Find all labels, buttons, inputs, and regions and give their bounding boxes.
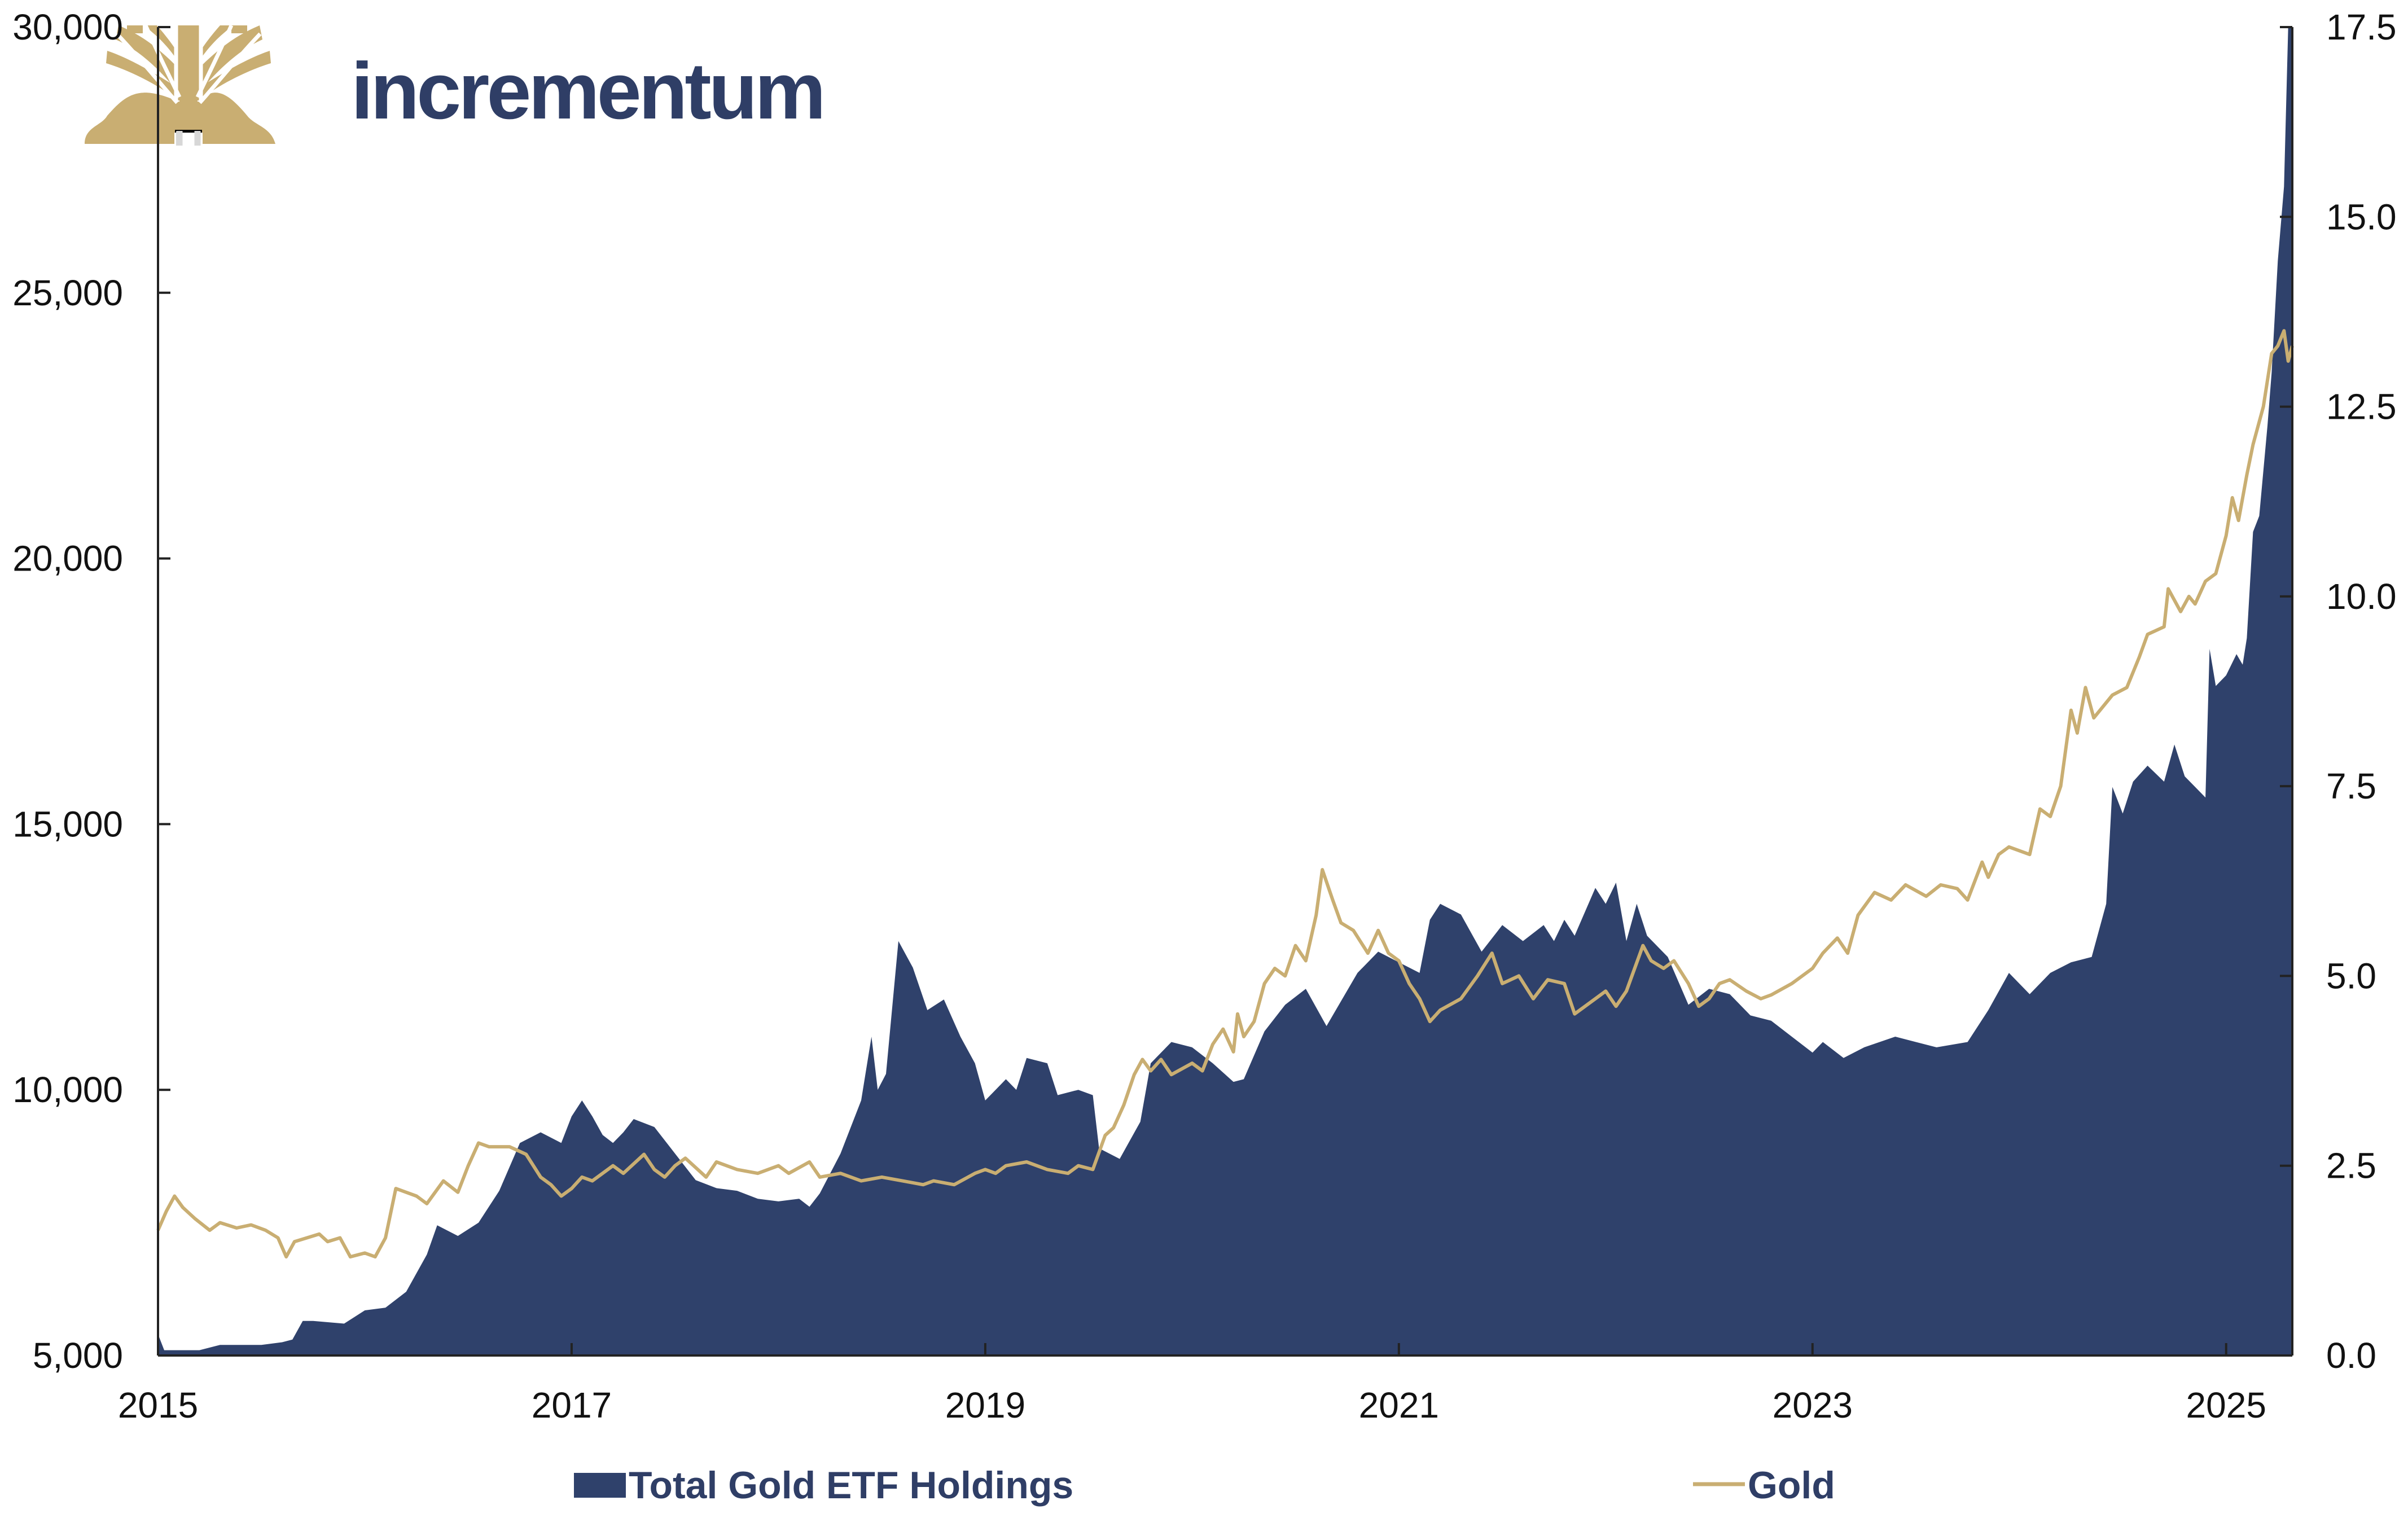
x-tick-label: 2019 bbox=[945, 1385, 1025, 1425]
y-left-tick-label: 25,000 bbox=[12, 273, 123, 313]
y-right-tick-label: 0.0 bbox=[2326, 1335, 2376, 1376]
x-tick-label: 2025 bbox=[2186, 1385, 2266, 1425]
y-right-tick-label: 10.0 bbox=[2326, 576, 2397, 617]
y-left-tick-label: 30,000 bbox=[12, 7, 123, 47]
series-area-etf bbox=[158, 27, 2292, 1355]
brand-name: incrementum bbox=[351, 46, 823, 136]
x-tick-label: 2017 bbox=[532, 1385, 612, 1425]
y-right-tick-label: 12.5 bbox=[2326, 387, 2397, 427]
plot-area bbox=[156, 27, 2294, 1355]
legend: Total Gold ETF Holdings Gold bbox=[574, 1464, 1835, 1507]
legend-swatch-etf bbox=[574, 1473, 626, 1498]
y-right-tick-label: 17.5 bbox=[2326, 7, 2397, 47]
logo: incrementum bbox=[85, 24, 826, 148]
y-right-tick-label: 2.5 bbox=[2326, 1146, 2376, 1186]
x-tick-label: 2021 bbox=[1359, 1385, 1439, 1425]
y-right-tick-label: 5.0 bbox=[2326, 955, 2376, 996]
y-right-tick-label: 7.5 bbox=[2326, 766, 2376, 806]
y-left-tick-label: 5,000 bbox=[33, 1335, 123, 1376]
x-tick-label: 2015 bbox=[118, 1385, 198, 1425]
legend-item-gold: Gold bbox=[1693, 1464, 1835, 1507]
x-tick-label: 2023 bbox=[1773, 1385, 1853, 1425]
y-right-tick-label: 15.0 bbox=[2326, 196, 2397, 237]
logo-corners-icon bbox=[176, 131, 201, 146]
series-line-gold bbox=[156, 329, 2294, 1259]
legend-item-etf: Total Gold ETF Holdings bbox=[574, 1464, 1073, 1507]
axes: 5,000 10,000 15,000 20,000 25,000 30,000 0.0 2.… bbox=[12, 7, 2396, 1425]
y-left-tick-label: 10,000 bbox=[12, 1069, 123, 1110]
legend-label-etf: Total Gold ETF Holdings bbox=[629, 1464, 1073, 1507]
y-left-tick-label: 20,000 bbox=[12, 538, 123, 579]
legend-label-gold: Gold bbox=[1748, 1464, 1835, 1507]
y-left-tick-label: 15,000 bbox=[12, 804, 123, 844]
